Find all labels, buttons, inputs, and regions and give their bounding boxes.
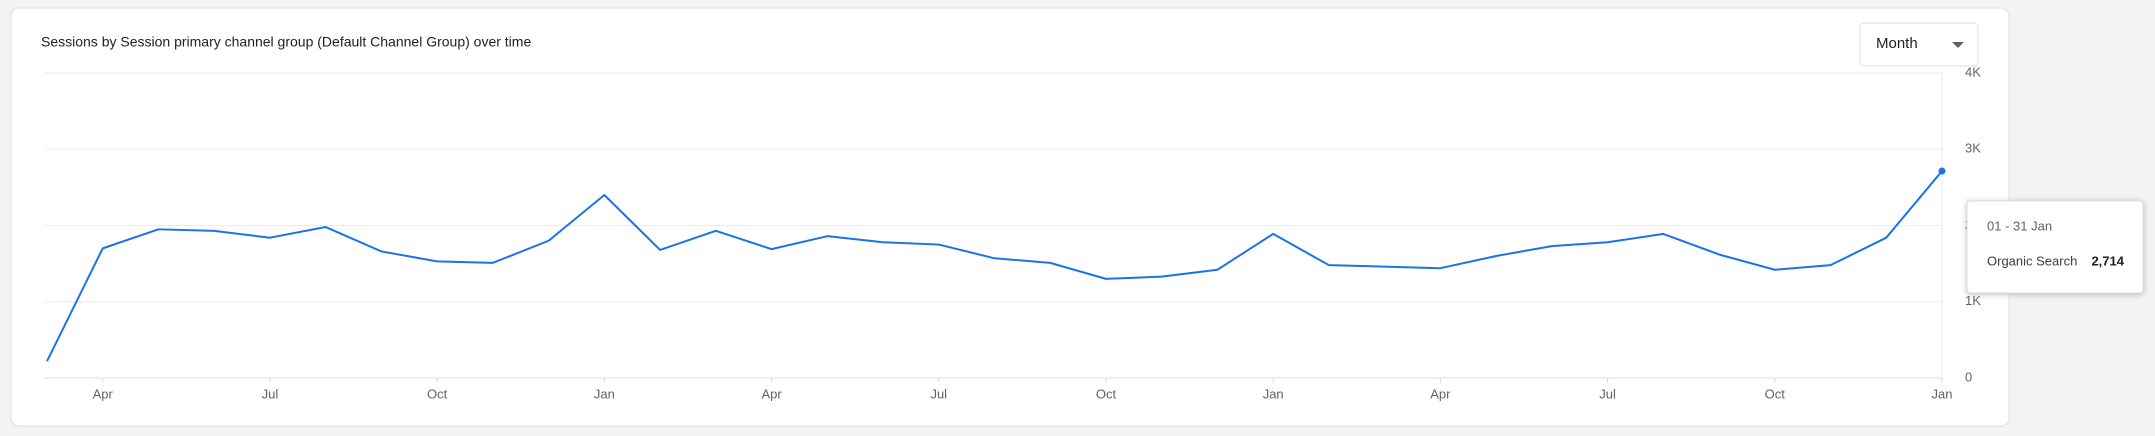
chart-title: Sessions by Session primary channel grou… (41, 34, 531, 50)
tooltip-box (1966, 200, 2144, 294)
y-tick-label: 3K (1965, 141, 1981, 156)
x-tick-label: Jan (1263, 386, 1284, 401)
dropdown-arrow[interactable] (1952, 42, 1964, 48)
dropdown-label[interactable]: Month (1876, 35, 1918, 52)
x-tick-label: Apr (761, 386, 782, 401)
x-tick-label: Oct (1096, 386, 1117, 401)
x-tick-label: Jul (262, 386, 279, 401)
x-tick-label: Oct (427, 386, 448, 401)
series-line (46, 170, 1943, 362)
x-tick-label: Jul (930, 386, 947, 401)
x-tick-label: Jan (1932, 386, 1953, 401)
x-tick-label: Oct (1765, 386, 1786, 401)
y-tick-label: 1K (1965, 293, 1981, 308)
period-dropdown[interactable]: Month (1859, 22, 1979, 67)
x-tick-label: Jul (1599, 386, 1616, 401)
card (10, 7, 2010, 427)
y-tick-label: 0 (1965, 369, 1972, 384)
x-tick-label: Jan (594, 386, 615, 401)
tooltip-title: 01 - 31 Jan (1987, 218, 2052, 233)
tooltip-series: Organic Search (1987, 253, 2077, 268)
dropdown-box[interactable] (1859, 22, 1979, 67)
tooltip: 01 - 31 Jan Organic Search 2,714 (1966, 200, 2144, 294)
tooltip-value: 2,714 (2091, 253, 2124, 268)
x-tick-label: Apr (1430, 386, 1451, 401)
hover-point (1938, 167, 1946, 175)
x-tick-label: Apr (93, 386, 114, 401)
y-tick-label: 4K (1965, 64, 1981, 79)
